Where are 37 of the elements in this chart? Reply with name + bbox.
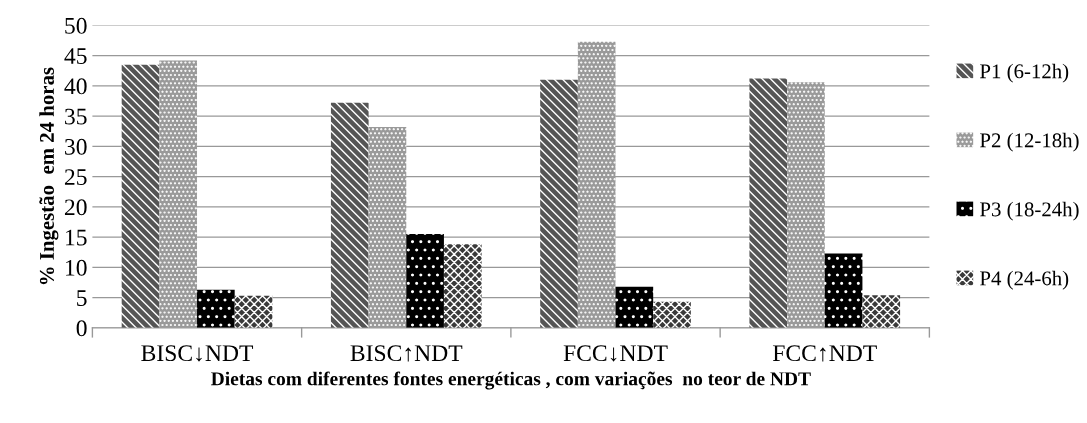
x-tick-label: BISC↑NDT [350, 345, 463, 362]
bar [862, 295, 901, 328]
y-axis-title: % Ingestão em 24 horas [39, 67, 59, 285]
y-tick-label: 25 [64, 169, 87, 186]
x-axis-title: Dietas com diferentes fontes energéticas , com variações no teor de NDT [211, 371, 811, 390]
legend-label: P1 (6-12h) [980, 63, 1069, 83]
bar [653, 301, 691, 328]
bar [159, 60, 198, 328]
bar [368, 127, 407, 328]
bar [234, 295, 273, 328]
x-tick-label: FCC↓NDT [563, 345, 668, 362]
bar [749, 78, 788, 328]
bar [121, 64, 160, 328]
bar [330, 102, 369, 328]
legend-label: P2 (12-18h) [980, 132, 1079, 152]
legend-label: P4 (24-6h) [980, 270, 1069, 290]
bar [197, 289, 235, 328]
bar [577, 41, 616, 328]
bar [824, 253, 863, 328]
y-tick-label: 0 [76, 320, 87, 337]
x-tick-label: FCC↑NDT [772, 345, 877, 362]
y-tick-label: 35 [65, 108, 87, 125]
y-tick-label: 5 [77, 290, 87, 306]
y-tick-label: 50 [65, 17, 87, 34]
bar [615, 286, 654, 328]
bar [540, 79, 578, 328]
y-tick-label: 20 [64, 199, 87, 216]
bar [406, 234, 444, 328]
legend-label: P3 (18-24h) [980, 201, 1079, 221]
bar [787, 82, 825, 328]
y-tick-label: 45 [64, 48, 87, 65]
y-tick-label: 10 [66, 259, 87, 276]
bar [443, 244, 482, 328]
y-tick-label: 15 [66, 229, 87, 246]
y-tick-label: 30 [65, 138, 87, 155]
x-tick-label: BISC↓NDT [141, 345, 254, 362]
y-tick-label: 40 [64, 78, 87, 95]
